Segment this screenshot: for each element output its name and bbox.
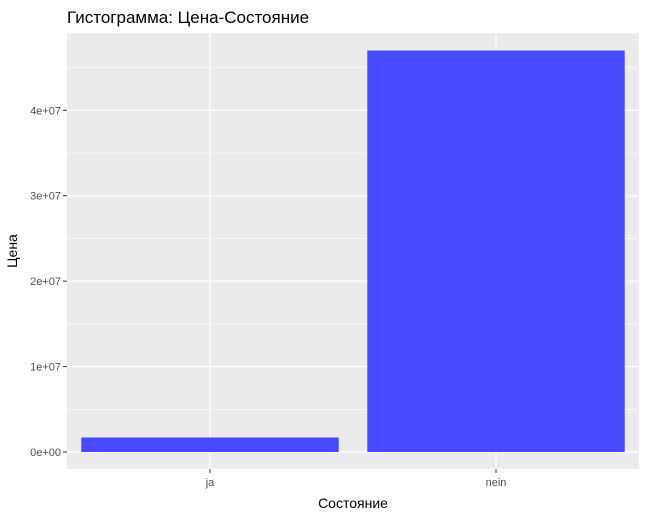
y-tick-label: 2e+07 [30, 276, 61, 288]
y-tick-label: 3e+07 [30, 191, 61, 203]
chart-title: Гистограмма: Цена-Состояние [67, 8, 309, 27]
y-axis: 0e+00 1e+07 2e+07 3e+07 4e+07 [30, 105, 67, 459]
x-axis-title: Состояние [318, 495, 388, 511]
bars [81, 50, 625, 452]
y-tick-label: 1e+07 [30, 362, 61, 374]
bar-nein [367, 50, 625, 452]
bar-ja [81, 437, 339, 452]
x-tick-label-nein: nein [486, 477, 507, 489]
x-tick-label-ja: ja [205, 477, 215, 489]
y-axis-title: Цена [4, 234, 20, 268]
x-axis: ja nein [205, 469, 507, 489]
y-tick-label: 4e+07 [30, 105, 61, 117]
y-tick-label: 0e+00 [30, 447, 61, 459]
